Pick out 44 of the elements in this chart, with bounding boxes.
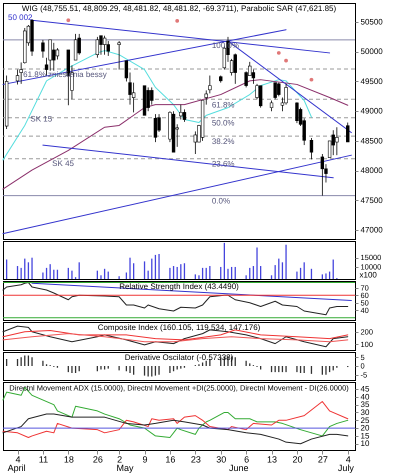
x-tick-label: 23: [190, 454, 201, 464]
y-tick-label: 45: [360, 384, 370, 394]
x-tick-label: 9: [142, 454, 148, 464]
annotation: SK 45: [52, 159, 75, 168]
y-tick-label: 49000: [360, 106, 384, 116]
annotation: 38.2%: [212, 137, 235, 146]
y-axis-title: x100: [360, 270, 378, 280]
y-tick-label: 50500: [360, 18, 384, 27]
y-tick-label: 40: [360, 392, 370, 402]
x-tick-label: 11: [38, 454, 48, 464]
y-tick-label: 10: [360, 439, 370, 448]
chart-title: Composite Index (160.105, 119.534, 147.176): [98, 323, 261, 332]
x-tick-label: 18: [64, 454, 74, 464]
x-tick-label: 30: [216, 454, 226, 464]
x-tick-label: 20: [292, 454, 302, 464]
y-tick-label: 49500: [360, 76, 384, 86]
y-tick-label: 48000: [360, 166, 384, 176]
x-tick-label: 2: [117, 454, 122, 464]
y-tick-label: 48500: [360, 136, 384, 146]
y-tick-label: 50000: [360, 47, 384, 56]
x-tick-label: 6: [244, 454, 250, 464]
y-tick-label: 30: [360, 408, 370, 417]
y-tick-label: 15: [360, 431, 370, 440]
annotation: 61.8%: [212, 100, 235, 110]
text: April: [8, 463, 26, 473]
annotation: 0.0%: [212, 196, 230, 206]
x-tick-label: 4: [16, 454, 21, 464]
chart-title: Derivative Oscilator (-0.57338): [124, 353, 234, 362]
text: May: [116, 463, 134, 473]
annotation: 50.0%: [212, 118, 235, 128]
annotation: 50 002: [8, 13, 34, 22]
x-tick-label: 4: [346, 454, 351, 464]
y-tick-label: 47500: [360, 196, 384, 205]
y-tick-label: 47000: [360, 226, 384, 235]
x-tick-label: 26: [92, 454, 103, 464]
x-tick-label: 16: [165, 454, 176, 464]
text: June: [228, 463, 249, 473]
text: July: [338, 463, 354, 473]
y-tick-label: 35: [360, 400, 370, 410]
x-tick-label: 13: [267, 454, 278, 464]
chart-title: WIG (48,755.51, 48,809.29, 48,481.82, 48,481.82, -69.3711), Parabolic SAR (47,621.85): [22, 4, 336, 13]
x-tick-label: 27: [318, 454, 328, 464]
y-tick-label: 25: [360, 416, 370, 425]
y-tick-label: 20: [360, 424, 370, 433]
